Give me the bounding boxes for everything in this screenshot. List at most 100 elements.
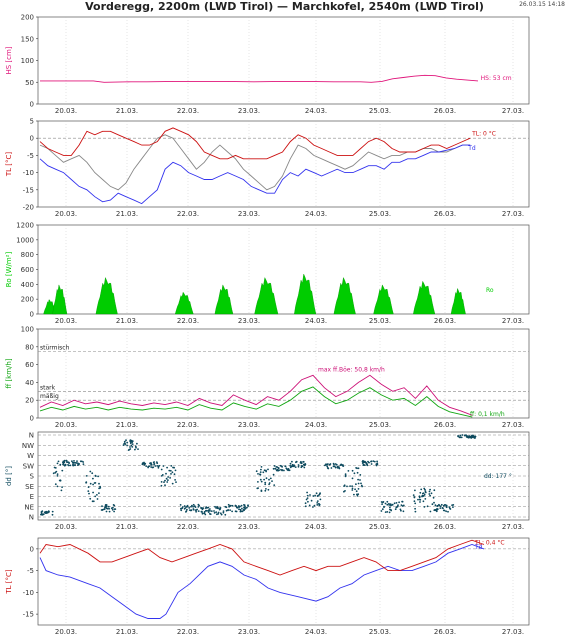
direction-point bbox=[129, 448, 132, 450]
direction-point bbox=[264, 489, 267, 492]
direction-point bbox=[235, 510, 238, 513]
direction-point bbox=[344, 473, 347, 475]
direction-point bbox=[166, 481, 169, 483]
direction-point bbox=[291, 464, 294, 467]
direction-point bbox=[329, 463, 332, 465]
direction-point bbox=[259, 478, 262, 481]
direction-point bbox=[105, 510, 108, 513]
direction-point bbox=[355, 490, 358, 493]
direction-point bbox=[400, 504, 403, 506]
direction-point bbox=[310, 499, 313, 502]
panel-frame bbox=[37, 16, 530, 105]
direction-point bbox=[302, 463, 305, 466]
direction-point bbox=[113, 510, 115, 513]
direction-point bbox=[158, 464, 161, 467]
direction-point bbox=[295, 460, 298, 463]
direction-point bbox=[372, 460, 375, 462]
direction-point bbox=[440, 503, 443, 506]
direction-point bbox=[215, 511, 218, 513]
direction-point bbox=[373, 460, 376, 463]
direction-point bbox=[417, 498, 419, 501]
x-tick-label: 22.03. bbox=[177, 523, 199, 531]
direction-point bbox=[289, 464, 292, 467]
x-tick-label: 24.03. bbox=[305, 317, 327, 325]
y-category-label: SW bbox=[23, 462, 34, 470]
x-tick-label: 22.03. bbox=[177, 210, 199, 218]
direction-point bbox=[259, 471, 262, 473]
y-category-label: NW bbox=[22, 442, 34, 450]
direction-point bbox=[150, 463, 153, 466]
direction-point bbox=[173, 466, 176, 469]
direction-point bbox=[316, 504, 319, 506]
direction-point bbox=[267, 468, 269, 471]
direction-point bbox=[319, 492, 321, 495]
direction-point bbox=[439, 505, 442, 508]
direction-point bbox=[306, 494, 309, 497]
direction-point bbox=[64, 464, 67, 467]
direction-point bbox=[94, 495, 97, 498]
direction-point bbox=[131, 443, 134, 445]
y-tick-label: 0 bbox=[30, 135, 34, 143]
direction-point bbox=[319, 498, 322, 501]
direction-point bbox=[148, 465, 151, 468]
direction-point bbox=[470, 437, 473, 439]
panel-frame bbox=[37, 224, 530, 315]
direction-point bbox=[265, 477, 268, 480]
direction-point bbox=[180, 507, 182, 510]
direction-point bbox=[442, 507, 444, 510]
direction-point bbox=[419, 491, 422, 494]
y-category-label: W bbox=[27, 452, 34, 460]
direction-point bbox=[388, 502, 390, 505]
direction-point bbox=[96, 494, 98, 496]
direction-point bbox=[393, 502, 396, 505]
direction-point bbox=[268, 478, 270, 481]
panel-tl2: 20.03. 21.03. 22.03. 23.03. 24.03. 25.03. 26.0… bbox=[5, 537, 530, 636]
direction-point bbox=[111, 508, 114, 511]
direction-point bbox=[192, 508, 195, 510]
direction-point bbox=[315, 492, 318, 495]
direction-point bbox=[92, 477, 94, 480]
direction-point bbox=[185, 510, 188, 513]
direction-point bbox=[41, 510, 44, 512]
x-tick-label: 21.03. bbox=[116, 317, 138, 325]
direction-point bbox=[162, 465, 165, 467]
x-tick-label: 20.03. bbox=[55, 421, 77, 429]
direction-point bbox=[376, 460, 378, 463]
direction-point bbox=[40, 513, 42, 516]
direction-point bbox=[308, 504, 311, 507]
direction-point bbox=[98, 487, 100, 490]
direction-point bbox=[316, 495, 319, 497]
direction-point bbox=[468, 435, 471, 438]
direction-point bbox=[383, 506, 385, 508]
direction-point bbox=[452, 506, 454, 508]
direction-point bbox=[366, 463, 368, 465]
direction-point bbox=[271, 480, 273, 482]
direction-point bbox=[153, 463, 156, 466]
direction-point bbox=[163, 481, 165, 483]
direction-point bbox=[419, 498, 422, 501]
series-tl-label: TL: 0 °C bbox=[471, 130, 496, 137]
direction-point bbox=[386, 500, 389, 503]
direction-point bbox=[87, 490, 90, 492]
direction-point bbox=[228, 505, 231, 508]
direction-point bbox=[173, 473, 176, 476]
direction-point bbox=[239, 508, 242, 511]
direction-point bbox=[241, 510, 244, 513]
direction-point bbox=[65, 459, 68, 462]
direction-point bbox=[204, 513, 207, 516]
direction-point bbox=[381, 503, 383, 505]
x-tick-label: 26.03. bbox=[434, 107, 456, 115]
x-tick-label: 27.03. bbox=[502, 210, 524, 218]
direction-point bbox=[136, 442, 138, 445]
direction-point bbox=[197, 510, 200, 512]
direction-point bbox=[343, 484, 346, 487]
direction-point bbox=[357, 488, 360, 490]
direction-point bbox=[422, 500, 425, 503]
direction-point bbox=[267, 488, 270, 491]
direction-point bbox=[72, 464, 75, 467]
x-tick-label: 25.03. bbox=[369, 317, 391, 325]
radiation-area bbox=[333, 276, 356, 315]
direction-point bbox=[175, 481, 177, 483]
direction-point bbox=[141, 463, 144, 466]
direction-point bbox=[125, 439, 127, 442]
